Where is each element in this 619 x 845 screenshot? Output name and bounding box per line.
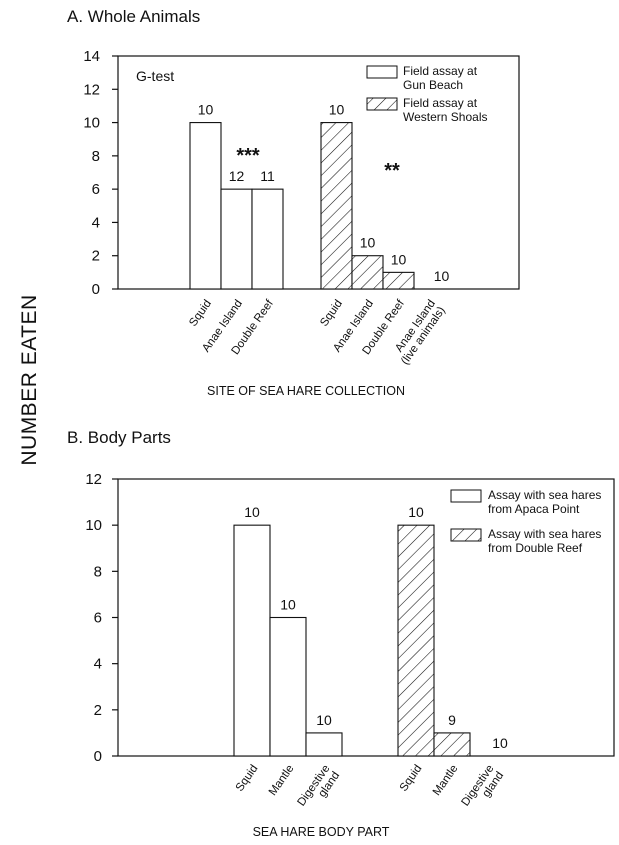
- bar: [269, 616, 307, 757]
- data-label: 10: [434, 268, 450, 284]
- y-tick-label: 0: [94, 748, 102, 765]
- panel-a-plot-frame: [117, 55, 520, 290]
- y-tick-label: 10: [83, 115, 100, 132]
- data-label: 10: [280, 597, 296, 613]
- bar: [189, 122, 222, 290]
- panel-a-x-axis-label: SITE OF SEA HARE COLLECTION: [207, 384, 405, 398]
- legend-label: Field assay at: [403, 96, 478, 110]
- y-tick-label: 12: [83, 81, 100, 98]
- y-tick-label: 2: [92, 248, 100, 265]
- y-tick-label: 14: [83, 48, 100, 65]
- data-label: 10: [360, 235, 376, 251]
- legend-label: Gun Beach: [403, 78, 463, 92]
- category-label: Squid: [187, 298, 214, 329]
- panel-a-y-axis: 0 2 4 6 8 10 12 14: [83, 48, 118, 298]
- panel-a-data-labels: 10 12 11 10 10 10 10: [198, 102, 450, 284]
- category-label: Digestivegland: [295, 763, 342, 816]
- panel-b-body-parts: B. Body Parts 0 2 4 6 8 10 12 10 10 10 10 9 10 Squi…: [67, 428, 615, 839]
- bar: [220, 188, 253, 290]
- data-label: 12: [229, 168, 245, 184]
- category-label: Mantle: [267, 763, 297, 798]
- y-tick-label: 2: [94, 702, 102, 719]
- panel-b-y-axis: 0 2 4 6 8 10 12: [85, 471, 118, 765]
- y-tick-label: 6: [94, 610, 102, 627]
- panel-a-significance-western-shoals: **: [384, 160, 400, 182]
- legend-swatch-hatched: [450, 528, 482, 542]
- category-label-line: Mantle: [431, 763, 461, 798]
- category-label: Squid: [318, 298, 345, 329]
- panel-b-data-labels: 10 10 10 10 9 10: [244, 504, 508, 751]
- panel-a-legend: Field assay at Gun Beach Field assay at …: [366, 64, 488, 124]
- category-label-line: Squid: [398, 763, 425, 794]
- y-axis-label: NUMBER EATEN: [18, 294, 41, 465]
- legend-label: Field assay at: [403, 64, 478, 78]
- category-label: Digestivegland: [459, 763, 506, 816]
- y-tick-label: 6: [92, 181, 100, 198]
- bar: [251, 188, 284, 290]
- data-label: 10: [408, 504, 424, 520]
- bar: [351, 255, 384, 290]
- panel-b-bars: [233, 524, 471, 757]
- y-tick-label: 8: [92, 148, 100, 165]
- data-label: 10: [329, 102, 345, 118]
- bar: [233, 524, 271, 757]
- data-label: 10: [198, 102, 214, 118]
- y-tick-label: 4: [92, 214, 100, 231]
- panel-a-whole-animals: A. Whole Animals G-test 0 2 4 6 8 10 12 14 10 12…: [67, 7, 520, 398]
- panel-b-plot-frame: [117, 478, 615, 757]
- bar: [433, 732, 471, 757]
- y-tick-label: 8: [94, 563, 102, 580]
- y-tick-label: 10: [85, 517, 102, 534]
- category-label: Mantle: [431, 763, 461, 798]
- bar: [320, 122, 353, 290]
- panel-b-category-labels: Squid Mantle Digestivegland Squid Mantle Dige…: [234, 763, 507, 816]
- legend-swatch-hatched: [366, 97, 398, 111]
- data-label: 10: [244, 504, 260, 520]
- bar: [382, 271, 415, 290]
- data-label: 11: [260, 168, 275, 184]
- data-label: 10: [391, 251, 407, 267]
- legend-label: Western Shoals: [403, 110, 488, 124]
- data-label: 9: [448, 712, 456, 728]
- y-tick-label: 4: [94, 656, 102, 673]
- category-label: Squid: [234, 763, 261, 794]
- bar: [305, 732, 343, 757]
- category-label: Squid: [398, 763, 425, 794]
- category-label-line: Squid: [318, 298, 345, 329]
- data-label: 10: [316, 712, 332, 728]
- category-label-line: Squid: [187, 298, 214, 329]
- panel-b-legend: Assay with sea hares from Apaca Point As…: [450, 488, 601, 555]
- legend-label: from Double Reef: [488, 541, 583, 555]
- bar: [397, 524, 435, 757]
- panel-a-title: A. Whole Animals: [67, 7, 200, 26]
- data-label: 10: [492, 735, 508, 751]
- legend-label: Assay with sea hares: [488, 488, 601, 502]
- panel-a-bars: [189, 122, 415, 290]
- legend-swatch-open: [366, 65, 398, 79]
- panel-b-title: B. Body Parts: [67, 428, 171, 447]
- y-tick-label: 0: [92, 281, 100, 298]
- y-tick-label: 12: [85, 471, 102, 488]
- legend-label: from Apaca Point: [488, 502, 580, 516]
- panel-b-x-axis-label: SEA HARE BODY PART: [253, 825, 390, 839]
- category-label-line: Squid: [234, 763, 261, 794]
- panel-a-significance-gun-beach: ***: [236, 145, 260, 167]
- legend-swatch-open: [450, 489, 482, 503]
- legend-label: Assay with sea hares: [488, 527, 601, 541]
- category-label-line: Mantle: [267, 763, 297, 798]
- panel-a-annotation: G-test: [136, 68, 174, 84]
